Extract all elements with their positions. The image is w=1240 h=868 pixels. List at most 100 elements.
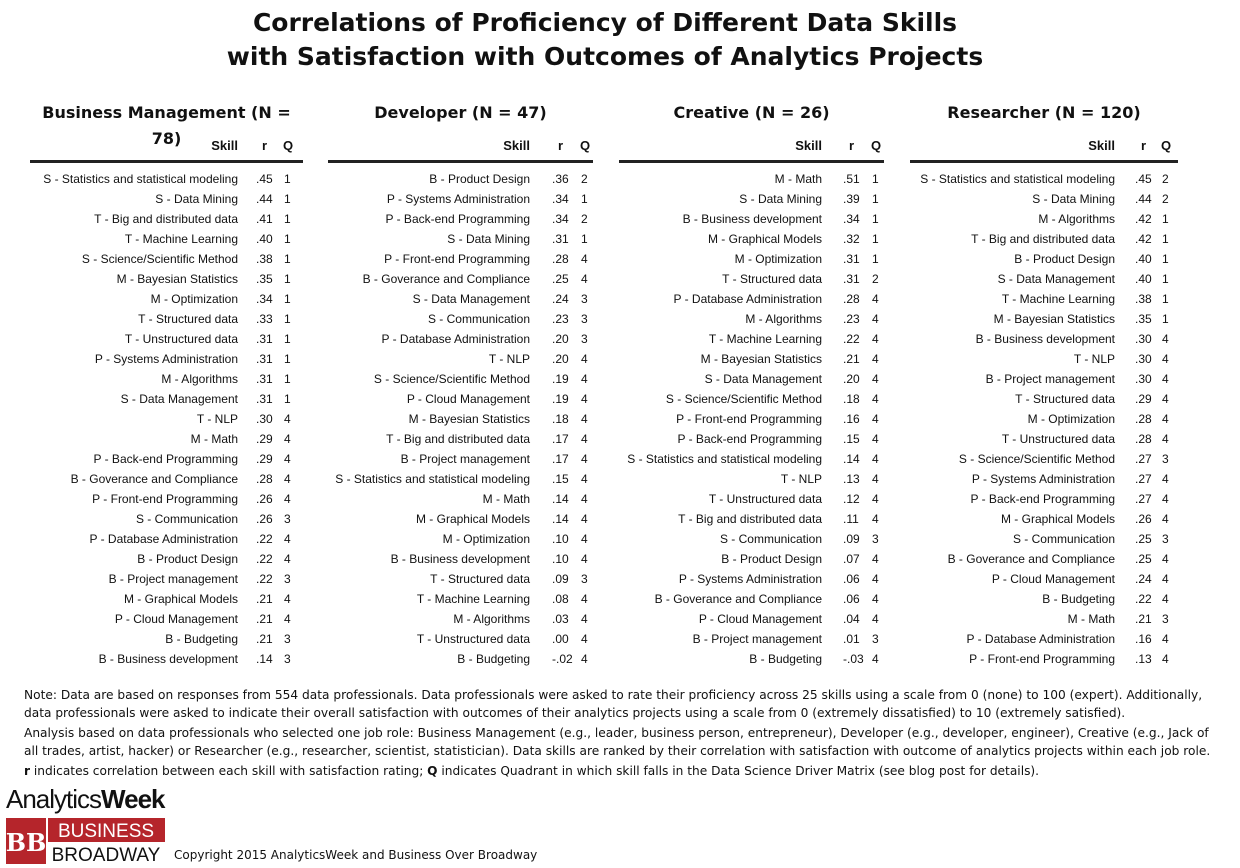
r-cell: .29	[256, 452, 273, 466]
skill-cell: M - Math	[774, 172, 822, 186]
table-row: B - Product Design .40 1	[910, 249, 1178, 269]
q-cell: 4	[581, 372, 588, 386]
q-cell: 1	[1162, 272, 1169, 286]
r-cell: .21	[256, 592, 273, 606]
skill-cell: M - Optimization	[734, 252, 822, 266]
table-row: S - Science/Scientific Method .19 4	[328, 369, 593, 389]
q-cell: 4	[1162, 572, 1169, 586]
skill-cell: T - Structured data	[430, 572, 530, 586]
skill-cell: S - Science/Scientific Method	[81, 252, 238, 266]
table-row: B - Goverance and Compliance .25 4	[328, 269, 593, 289]
q-cell: 4	[1162, 392, 1169, 406]
skill-cell: T - Structured data	[138, 312, 238, 326]
q-cell: 1	[284, 392, 291, 406]
broadway-text: BROADWAY	[52, 845, 161, 864]
skill-cell: T - NLP	[780, 472, 822, 486]
skill-cell: M - Algorithms	[745, 312, 822, 326]
q-cell: 4	[581, 412, 588, 426]
table-row: B - Goverance and Compliance .28 4	[30, 469, 303, 489]
skill-cell: T - Big and distributed data	[94, 212, 238, 226]
r-cell: .20	[843, 372, 860, 386]
q-cell: 1	[284, 272, 291, 286]
skill-cell: M - Graphical Models	[415, 512, 530, 526]
table-row: M - Algorithms .23 4	[619, 309, 884, 329]
table-row: T - Big and distributed data .42 1	[910, 229, 1178, 249]
skill-cell: S - Data Management	[997, 272, 1115, 286]
skill-cell: T - NLP	[196, 412, 238, 426]
skill-cell: B - Budgeting	[165, 632, 238, 646]
role-table-title: Creative (N = 26)	[673, 103, 830, 122]
table-header: Skill r Q	[328, 134, 593, 163]
table-row: P - Cloud Management .04 4	[619, 609, 884, 629]
table-row: B - Business development .14 3	[30, 649, 303, 669]
header-r: r	[849, 138, 855, 153]
table-row: P - Back-end Programming .34 2	[328, 209, 593, 229]
r-cell: .25	[1135, 532, 1152, 546]
q-cell: 4	[872, 472, 879, 486]
r-cell: .28	[1135, 412, 1152, 426]
note-r-label: r	[24, 764, 31, 778]
title-line-1: Correlations of Proficiency of Different…	[252, 8, 958, 37]
table-row: P - Front-end Programming .13 4	[910, 649, 1178, 669]
q-cell: 4	[872, 372, 879, 386]
table-row: T - Structured data .31 2	[619, 269, 884, 289]
skill-cell: S - Data Management	[412, 292, 530, 306]
r-cell: .30	[1135, 332, 1152, 346]
skill-cell: T - Unstructured data	[708, 492, 822, 506]
q-cell: 4	[581, 472, 588, 486]
r-cell: .26	[256, 512, 273, 526]
q-cell: 4	[872, 452, 879, 466]
note-paragraph-1: Note: Data are based on responses from 5…	[24, 688, 1203, 720]
q-cell: 4	[872, 652, 879, 666]
q-cell: 4	[1162, 592, 1169, 606]
table-row: T - Machine Learning .22 4	[619, 329, 884, 349]
r-cell: .10	[552, 552, 569, 566]
q-cell: 2	[1162, 172, 1169, 186]
q-cell: 2	[581, 172, 588, 186]
skill-cell: M - Graphical Models	[1000, 512, 1115, 526]
q-cell: 4	[1162, 412, 1169, 426]
skill-cell: T - Big and distributed data	[971, 232, 1115, 246]
skill-cell: T - Big and distributed data	[386, 432, 530, 446]
r-cell: .44	[256, 192, 273, 206]
skill-cell: P - Cloud Management	[991, 572, 1115, 586]
table-body: S - Statistics and statistical modeling.…	[30, 169, 303, 669]
table-row: B - Product Design .22 4	[30, 549, 303, 569]
table-row: S - Statistics and statistical modeling.…	[30, 169, 303, 189]
table-row: P - Database Administration .22 4	[30, 529, 303, 549]
table-row: S - Data Management .20 4	[619, 369, 884, 389]
q-cell: 4	[1162, 492, 1169, 506]
table-row: B - Business development .10 4	[328, 549, 593, 569]
r-cell: .21	[256, 612, 273, 626]
q-cell: 4	[581, 352, 588, 366]
header-q: Q	[580, 138, 591, 153]
table-row: M - Bayesian Statistics .35 1	[30, 269, 303, 289]
table-row: B - Project management .22 3	[30, 569, 303, 589]
r-cell: .22	[1135, 592, 1152, 606]
skill-cell: M - Algorithms	[453, 612, 530, 626]
q-cell: 3	[284, 652, 291, 666]
skill-cell: M - Math	[190, 432, 238, 446]
skill-cell: P - Back-end Programming	[385, 212, 530, 226]
q-cell: 4	[284, 432, 291, 446]
skill-cell: T - Unstructured data	[416, 632, 530, 646]
skill-cell: P - Front-end Programming	[92, 492, 238, 506]
skill-cell: T - Unstructured data	[1001, 432, 1115, 446]
q-cell: 4	[1162, 352, 1169, 366]
r-cell: .18	[552, 412, 569, 426]
r-cell: .08	[552, 592, 569, 606]
skill-cell: P - Front-end Programming	[969, 652, 1115, 666]
skill-cell: S - Statistics and statistical modeling	[920, 172, 1115, 186]
r-cell: -.03	[843, 652, 864, 666]
analyticsweek-logo: AnalyticsWeek	[6, 784, 166, 815]
role-table-2: Creative (N = 26) Skill r Q M - Math .51 1 S - …	[619, 100, 884, 669]
skill-cell: M - Math	[1067, 612, 1115, 626]
r-cell: .15	[843, 432, 860, 446]
r-cell: .22	[256, 552, 273, 566]
skill-cell: P - Database Administration	[381, 332, 530, 346]
q-cell: 1	[581, 232, 588, 246]
bb-mark: BB	[6, 828, 46, 857]
q-cell: 3	[872, 632, 879, 646]
skill-cell: B - Budgeting	[457, 652, 530, 666]
table-row: S - Communication .26 3	[30, 509, 303, 529]
